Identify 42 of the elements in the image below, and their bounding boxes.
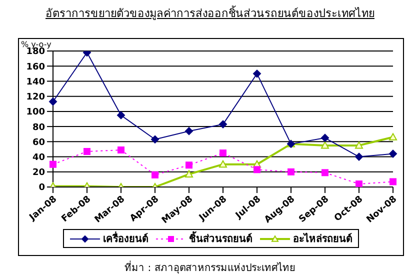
y-tick-label: 60 bbox=[32, 138, 45, 148]
y-axis-title: % y-o-y bbox=[21, 40, 52, 49]
y-tick-label: 160 bbox=[26, 62, 45, 72]
legend-label: อะไหล่รถยนต์ bbox=[293, 232, 352, 246]
point bbox=[84, 148, 90, 155]
text: ที่มา : สภาอุตสาหกรรมแห่งประเทศไทย bbox=[124, 260, 296, 275]
point bbox=[389, 150, 397, 158]
y-tick-label: 120 bbox=[26, 92, 45, 103]
point bbox=[185, 127, 193, 136]
point bbox=[321, 134, 329, 142]
point bbox=[118, 146, 124, 154]
y-tick-label: 20 bbox=[32, 168, 45, 178]
y-tick-label: 180 bbox=[26, 47, 45, 58]
y-tick-label: 80 bbox=[32, 122, 45, 133]
point bbox=[356, 180, 362, 187]
point bbox=[49, 98, 57, 106]
y-tick-label: 140 bbox=[26, 77, 45, 88]
point bbox=[219, 160, 227, 168]
point bbox=[389, 133, 397, 140]
point bbox=[355, 152, 363, 161]
point bbox=[152, 171, 158, 178]
point bbox=[321, 141, 329, 149]
legend-label: เครื่องยนต์ bbox=[103, 231, 148, 246]
chart-title: อัตราการขยายตัวของมูลค่าการส่งออกชิ้นส่วนรถยนต์ของประเทศไทย bbox=[44, 4, 376, 20]
point bbox=[220, 150, 226, 156]
point bbox=[390, 178, 396, 186]
point bbox=[186, 162, 192, 169]
point bbox=[254, 166, 260, 174]
point bbox=[151, 135, 159, 144]
point bbox=[355, 141, 363, 149]
point bbox=[219, 120, 227, 128]
point bbox=[185, 170, 193, 178]
point bbox=[117, 111, 125, 120]
point bbox=[288, 168, 294, 176]
point bbox=[83, 51, 91, 57]
y-tick-label: 0 bbox=[38, 183, 45, 194]
legend-label: ชิ้นส่วนรถยนต์ bbox=[189, 231, 252, 246]
point bbox=[322, 169, 328, 176]
point bbox=[253, 70, 261, 78]
y-tick-label: 40 bbox=[32, 152, 45, 163]
y-tick-label: 100 bbox=[26, 108, 45, 118]
point bbox=[50, 160, 56, 168]
